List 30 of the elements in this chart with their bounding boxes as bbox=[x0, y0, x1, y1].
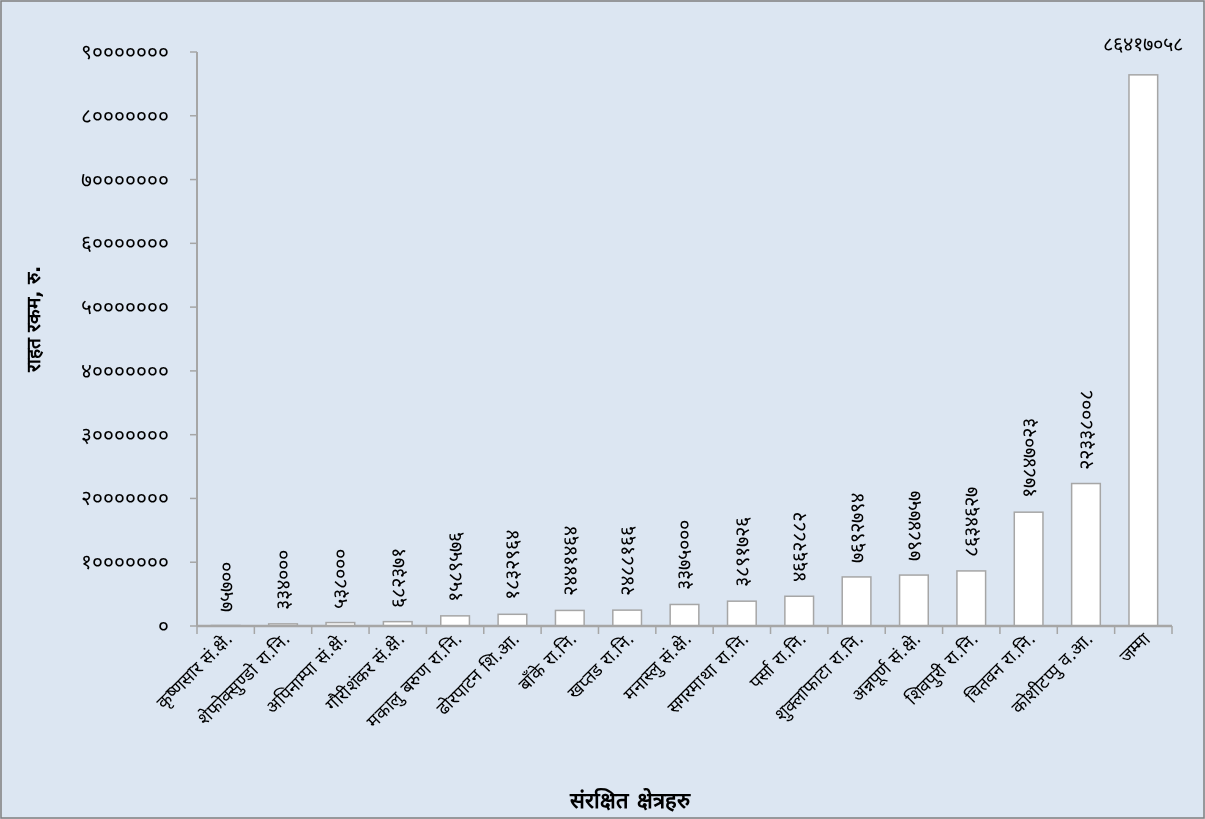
data-label: ३३७५००० bbox=[672, 520, 697, 591]
data-label: ७५७०० bbox=[213, 561, 238, 612]
y-tick-label: ७००००००० bbox=[81, 167, 169, 192]
x-tick-label: जम्मा bbox=[1115, 627, 1155, 667]
data-label: १७८४७०२३ bbox=[1016, 418, 1041, 499]
data-label: १८३२९६४ bbox=[500, 530, 525, 601]
data-label: १५८९५७६ bbox=[443, 531, 468, 602]
data-label: ६८२३७१ bbox=[385, 547, 410, 608]
data-label: २४८८१६६ bbox=[615, 526, 640, 597]
x-axis-title: संरक्षित क्षेत्रहरु bbox=[569, 787, 691, 813]
y-tick-label: ८००००००० bbox=[81, 103, 169, 128]
y-tick-label: १००००००० bbox=[81, 550, 169, 575]
y-tick-label: ६००००००० bbox=[81, 231, 169, 256]
y-tick-label: ० bbox=[158, 614, 169, 638]
y-tick-label: ४००००००० bbox=[81, 358, 169, 383]
y-tick-label: २००००००० bbox=[81, 486, 169, 511]
data-label: ७६९२७९४ bbox=[844, 492, 869, 563]
data-label: ३३४००० bbox=[271, 549, 296, 610]
y-tick-label: ३००००००० bbox=[81, 422, 169, 447]
data-label: २४४१४६४ bbox=[557, 526, 582, 597]
y-axis-title: राहत रकम, रु. bbox=[22, 265, 44, 374]
data-label: ८६४१७०५८ bbox=[1103, 31, 1184, 56]
y-tick-label: ५००००००० bbox=[81, 295, 169, 320]
data-label: ५३८००० bbox=[328, 548, 353, 609]
data-label: ७९८४७५७ bbox=[901, 491, 926, 562]
y-tick-label: ९००००००० bbox=[81, 40, 169, 64]
data-label: ८६३४६२७ bbox=[959, 486, 984, 557]
data-label: ४६६२८८२ bbox=[787, 512, 812, 583]
data-label: २२३३८००८ bbox=[1073, 389, 1098, 470]
data-label: ३८९१७२६ bbox=[729, 517, 754, 588]
